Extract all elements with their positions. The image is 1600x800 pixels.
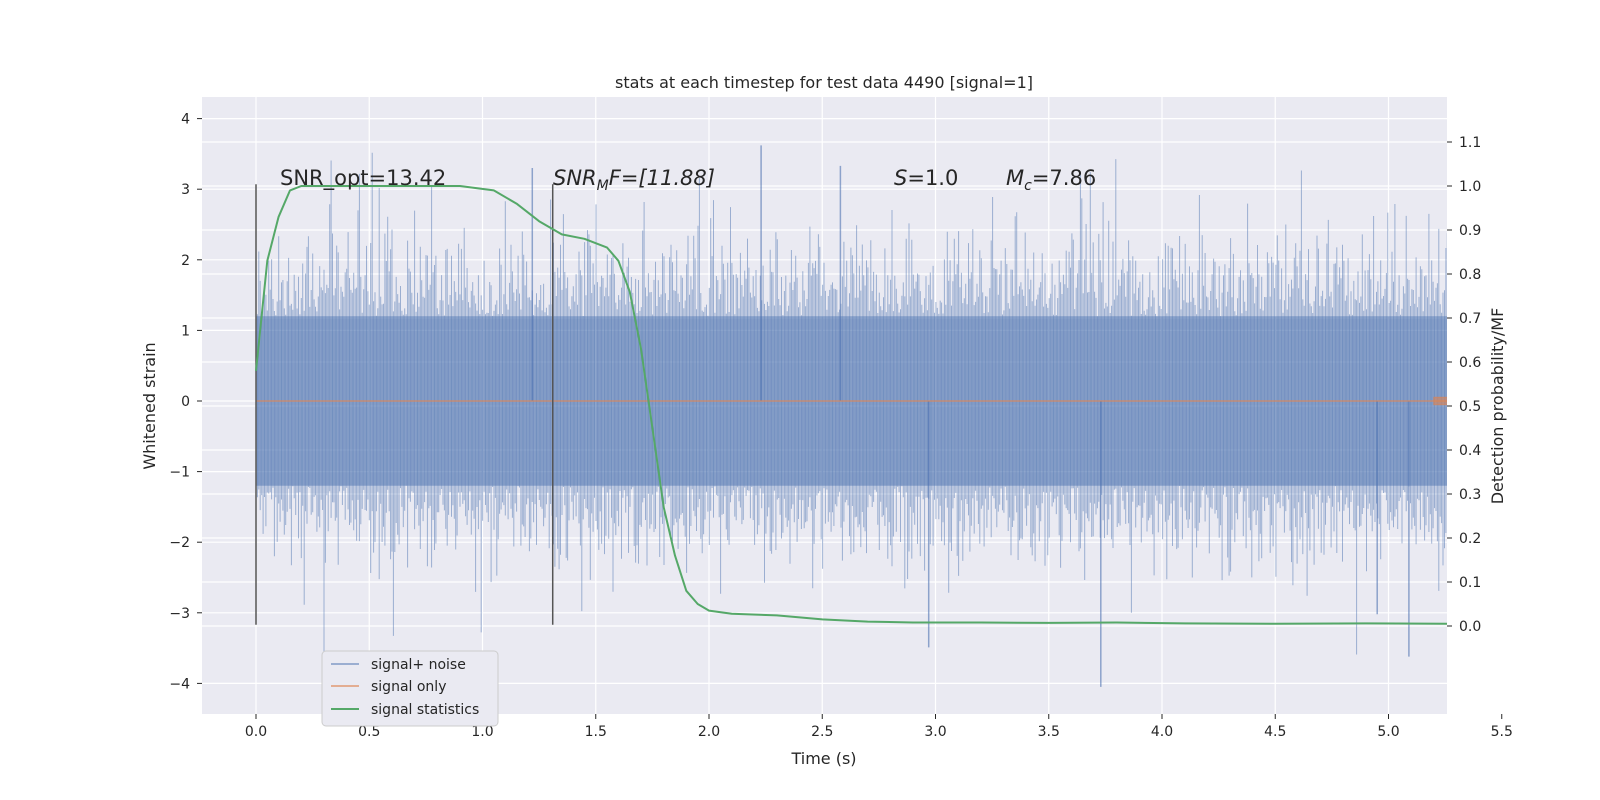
legend-box bbox=[321, 650, 499, 727]
right-tick-label: 0.9 bbox=[1459, 223, 1481, 239]
legend-label-stats: signal statistics bbox=[371, 702, 479, 718]
y-tick-label: −2 bbox=[169, 535, 190, 551]
y-tick-label: −3 bbox=[169, 606, 190, 622]
y-tick-label: −4 bbox=[169, 676, 190, 692]
y-axis-label: Whitened strain bbox=[140, 342, 159, 469]
signal-chirp bbox=[1433, 396, 1447, 406]
chart-title: stats at each timestep for test data 449… bbox=[615, 73, 1033, 92]
y-tick-label: 1 bbox=[181, 323, 190, 339]
right-tick-label: 0.5 bbox=[1459, 399, 1481, 415]
x-tick-label: 1.5 bbox=[585, 724, 607, 740]
vertical-markers bbox=[255, 184, 554, 625]
y-tick-label: 3 bbox=[181, 182, 190, 198]
annotation-s: S=1.0 bbox=[894, 166, 958, 190]
right-tick-label: 0.4 bbox=[1459, 443, 1481, 459]
x-tick-label: 2.5 bbox=[811, 724, 833, 740]
right-tick-label: 0.6 bbox=[1459, 355, 1481, 371]
annotation-snr-mf: SNRMF=[11.88] bbox=[553, 166, 715, 194]
x-axis-ticks: 0.00.51.01.52.02.53.03.54.04.55.05.56.06… bbox=[245, 714, 1513, 740]
right-tick-label: 0.2 bbox=[1459, 531, 1481, 547]
x-tick-label: 5.0 bbox=[1377, 724, 1399, 740]
y-tick-label: 2 bbox=[181, 253, 190, 269]
legend-label-noise: signal+ noise bbox=[371, 657, 466, 673]
y-axis-ticks: 4 3 2 1 0 −1 −2 −3 −4 bbox=[169, 112, 202, 692]
legend: signal+ noise signal only signal statist… bbox=[321, 650, 499, 727]
right-tick-label: 0.1 bbox=[1459, 575, 1481, 591]
right-y-axis-ticks: 1.1 1.0 0.9 0.8 0.7 0.6 0.5 0.4 0.3 0.2 0.1 0.0 bbox=[1447, 135, 1481, 635]
right-y-axis-label: Detection probability/MF bbox=[1488, 308, 1507, 505]
x-tick-label: 4.0 bbox=[1151, 724, 1173, 740]
right-tick-label: 0.8 bbox=[1459, 267, 1481, 283]
right-tick-label: 0.0 bbox=[1459, 619, 1481, 635]
y-tick-label: 0 bbox=[181, 394, 190, 410]
x-tick-label: 3.5 bbox=[1038, 724, 1060, 740]
y-tick-label: 4 bbox=[181, 112, 190, 128]
x-tick-label: 0.0 bbox=[245, 724, 267, 740]
x-tick-label: 2.0 bbox=[698, 724, 720, 740]
annotation-snr-opt: SNR_opt=13.42 bbox=[280, 166, 446, 191]
x-tick-label: 3.0 bbox=[924, 724, 946, 740]
stats-line bbox=[255, 185, 1447, 625]
x-tick-label: 5.5 bbox=[1491, 724, 1513, 740]
x-tick-label: 1.0 bbox=[471, 724, 493, 740]
noise-peaks bbox=[531, 145, 1410, 687]
right-tick-label: 0.3 bbox=[1459, 487, 1481, 503]
x-axis-label: Time (s) bbox=[790, 749, 856, 768]
x-tick-label: 0.5 bbox=[358, 724, 380, 740]
right-tick-label: 1.0 bbox=[1459, 179, 1481, 195]
annotation-mc: Mc=7.86 bbox=[1006, 166, 1096, 194]
series-signal-only bbox=[256, 396, 1447, 406]
right-tick-label: 0.7 bbox=[1459, 311, 1481, 327]
legend-label-signal: signal only bbox=[371, 679, 446, 695]
y-tick-label: −1 bbox=[169, 465, 190, 481]
series-signal-statistics bbox=[255, 185, 1447, 625]
right-tick-label: 1.1 bbox=[1459, 135, 1481, 151]
x-tick-label: 4.5 bbox=[1264, 724, 1286, 740]
